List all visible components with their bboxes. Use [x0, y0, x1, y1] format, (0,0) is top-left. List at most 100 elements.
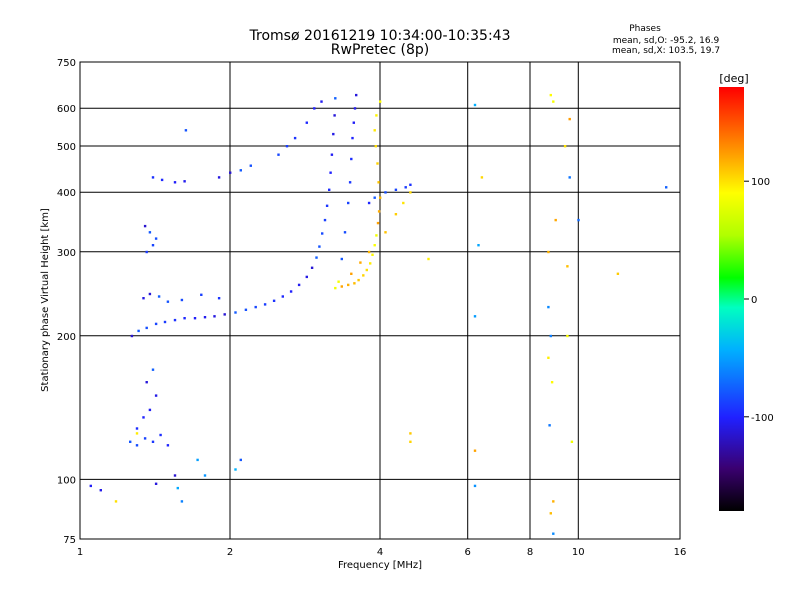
- data-point: [320, 100, 323, 103]
- chart-title: Tromsø 20161219 10:34:00-10:35:43: [249, 28, 511, 44]
- data-point: [154, 394, 158, 397]
- data-point: [333, 114, 336, 117]
- data-point: [193, 317, 197, 320]
- data-point: [129, 440, 132, 443]
- data-point: [384, 191, 387, 194]
- data-point: [229, 171, 232, 174]
- data-point: [157, 295, 161, 298]
- y-tick-label: 750: [57, 58, 76, 69]
- data-point: [409, 183, 412, 186]
- data-point: [145, 250, 148, 254]
- x-tick-label: 4: [377, 547, 383, 558]
- data-point: [166, 444, 170, 447]
- y-tick-label: 100: [57, 475, 76, 486]
- data-point: [176, 486, 179, 490]
- data-point: [394, 188, 398, 191]
- x-tick-label: 10: [572, 547, 585, 558]
- data-point: [318, 245, 321, 248]
- data-point: [184, 129, 188, 132]
- y-tick-label: 300: [57, 248, 76, 259]
- phases-header: Phases: [629, 24, 661, 34]
- data-point: [563, 145, 567, 148]
- data-point: [550, 381, 554, 384]
- data-point: [394, 213, 398, 216]
- data-point: [374, 145, 377, 148]
- data-point: [347, 283, 350, 287]
- phases-x-stats: mean, sd,X: 103.5, 19.7: [612, 46, 720, 56]
- data-point: [163, 320, 167, 324]
- data-point: [297, 283, 301, 287]
- data-point: [350, 157, 353, 161]
- data-point: [114, 500, 118, 503]
- data-point: [234, 311, 237, 314]
- data-point: [568, 176, 571, 179]
- data-point: [239, 169, 242, 172]
- data-point: [183, 180, 186, 183]
- data-point: [173, 318, 177, 322]
- y-tick-label: 600: [57, 104, 76, 115]
- data-point: [334, 97, 337, 100]
- data-point: [548, 424, 551, 427]
- data-point: [473, 449, 477, 452]
- data-point: [330, 153, 334, 156]
- y-tick-label: 400: [57, 188, 76, 199]
- data-point: [554, 218, 557, 222]
- data-point: [135, 444, 139, 447]
- x-axis-label: Frequency [MHz]: [338, 560, 422, 571]
- data-point: [367, 201, 371, 205]
- data-point: [377, 210, 381, 213]
- data-point: [305, 121, 308, 124]
- data-point: [145, 326, 148, 330]
- data-point: [350, 272, 353, 275]
- data-point: [203, 474, 207, 477]
- data-point: [566, 265, 569, 268]
- data-point: [365, 268, 368, 272]
- colorbar-tick-label: 100: [751, 177, 770, 188]
- colorbar-ticks: 100 0 -100: [744, 177, 774, 424]
- data-point: [577, 218, 580, 222]
- data-point: [200, 293, 203, 296]
- data-point: [480, 176, 484, 179]
- data-point: [173, 181, 177, 184]
- data-point: [148, 408, 152, 412]
- y-axis-ticks: 75 100 200 300 400 500 600 750: [57, 58, 76, 546]
- data-point: [142, 416, 145, 419]
- data-point: [404, 186, 407, 189]
- data-point: [343, 231, 347, 234]
- y-tick-label: 200: [57, 332, 76, 343]
- data-point: [369, 262, 372, 265]
- data-point: [143, 437, 147, 440]
- x-tick-label: 2: [227, 547, 233, 558]
- data-point: [154, 322, 158, 326]
- data-point: [217, 297, 221, 300]
- data-point: [409, 432, 412, 435]
- colorbar: [719, 87, 744, 511]
- data-point: [145, 381, 148, 384]
- data-point: [173, 474, 177, 477]
- data-point: [347, 201, 350, 205]
- data-point: [249, 164, 252, 167]
- data-point: [272, 299, 276, 302]
- colorbar-tick-label: -100: [751, 413, 774, 424]
- data-point: [148, 231, 152, 234]
- data-point: [281, 295, 284, 298]
- data-point: [402, 201, 405, 205]
- data-point: [379, 196, 382, 199]
- data-point: [377, 181, 380, 184]
- data-point: [183, 317, 186, 320]
- data-point: [254, 305, 257, 309]
- data-point: [166, 300, 170, 303]
- data-point: [566, 334, 569, 338]
- data-point: [154, 237, 158, 240]
- data-point: [376, 162, 379, 165]
- data-point: [142, 297, 145, 300]
- data-point: [130, 334, 134, 338]
- data-point: [375, 114, 378, 117]
- grid-lines: [80, 62, 680, 539]
- data-point: [89, 484, 92, 488]
- data-point: [99, 489, 102, 492]
- data-point: [570, 440, 574, 443]
- data-point: [549, 93, 552, 97]
- data-point: [285, 145, 289, 148]
